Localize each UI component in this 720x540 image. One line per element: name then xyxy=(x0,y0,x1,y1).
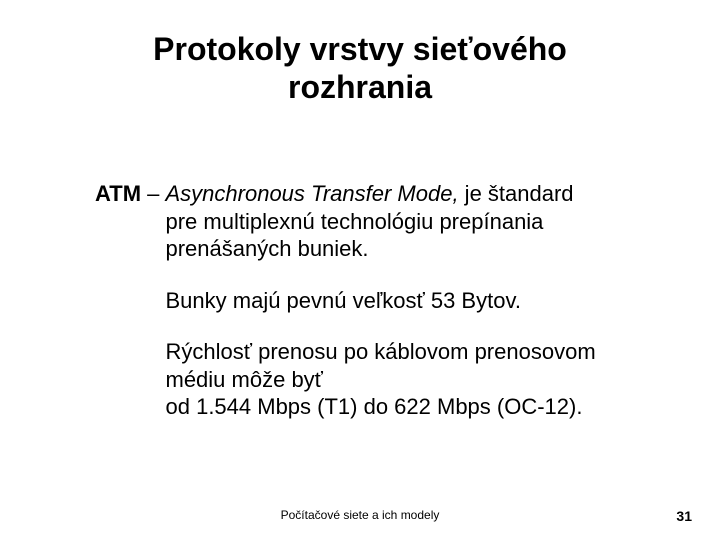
definition-column: Asynchronous Transfer Mode, je štandard … xyxy=(166,180,596,421)
para3-line-1: Rýchlosť prenosu po káblovom prenosovom xyxy=(166,338,596,366)
definition-row: ATM – Asynchronous Transfer Mode, je šta… xyxy=(95,180,635,421)
italic-expansion: Asynchronous Transfer Mode, xyxy=(166,181,459,206)
definition-line-3: prenášaných buniek. xyxy=(166,235,596,263)
title-line-1: Protokoly vrstvy sieťového xyxy=(153,31,567,67)
paragraph-3: Rýchlosť prenosu po káblovom prenosovom … xyxy=(166,338,596,421)
page-number: 31 xyxy=(676,508,692,524)
slide-body: ATM – Asynchronous Transfer Mode, je šta… xyxy=(95,180,635,421)
slide-title: Protokoly vrstvy sieťového rozhrania xyxy=(0,30,720,107)
title-line-2: rozhrania xyxy=(288,69,432,105)
definition-line-2: pre multiplexnú technológiu prepínania xyxy=(166,208,596,236)
definition-rest-1: je štandard xyxy=(459,181,574,206)
footer-text: Počítačové siete a ich modely xyxy=(0,508,720,522)
paragraph-2: Bunky majú pevnú veľkosť 53 Bytov. xyxy=(166,287,596,315)
term-dash: – xyxy=(141,180,165,208)
para3-line-3: od 1.544 Mbps (T1) do 622 Mbps (OC-12). xyxy=(166,393,596,421)
para3-line-2: médiu môže byť xyxy=(166,366,596,394)
definition-line-1: Asynchronous Transfer Mode, je štandard xyxy=(166,180,596,208)
slide: Protokoly vrstvy sieťového rozhrania ATM… xyxy=(0,0,720,540)
term-atm: ATM xyxy=(95,180,141,208)
